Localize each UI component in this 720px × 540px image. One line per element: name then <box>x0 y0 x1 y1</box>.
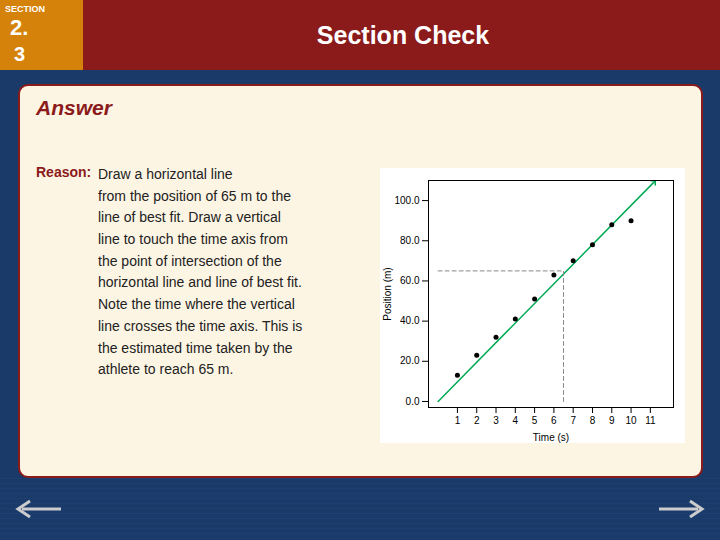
svg-text:8: 8 <box>590 415 596 426</box>
svg-text:Time (s): Time (s) <box>533 432 569 443</box>
html-text:3: 3 <box>14 43 26 65</box>
svg-text:100.0: 100.0 <box>394 195 419 206</box>
svg-text:4: 4 <box>513 415 519 426</box>
svg-text:6: 6 <box>551 415 557 426</box>
svg-text:20.0: 20.0 <box>400 355 420 366</box>
svg-text:80.0: 80.0 <box>400 235 420 246</box>
svg-text:1: 1 <box>455 415 461 426</box>
svg-text:Position (m): Position (m) <box>382 267 393 320</box>
svg-text:2: 2 <box>474 415 480 426</box>
svg-text:9: 9 <box>609 415 615 426</box>
html-text:Draw a horizontal line from th: Draw a horizontal line from the position… <box>98 166 303 378</box>
svg-text:0.0: 0.0 <box>406 396 420 407</box>
html-text:Reason:: Reason: <box>36 164 92 180</box>
html-text:Section Check: Section Check <box>316 21 490 49</box>
html-text:Answer: Answer <box>36 96 112 119</box>
svg-text:11: 11 <box>645 415 656 426</box>
svg-text:40.0: 40.0 <box>400 315 420 326</box>
svg-text:60.0: 60.0 <box>400 275 420 286</box>
svg-text:10: 10 <box>625 415 637 426</box>
html-text:SECTION: SECTION <box>5 4 45 14</box>
svg-text:7: 7 <box>570 415 576 426</box>
svg-text:5: 5 <box>532 415 538 426</box>
html-text:2.: 2. <box>10 15 29 40</box>
svg-text:3: 3 <box>493 415 499 426</box>
